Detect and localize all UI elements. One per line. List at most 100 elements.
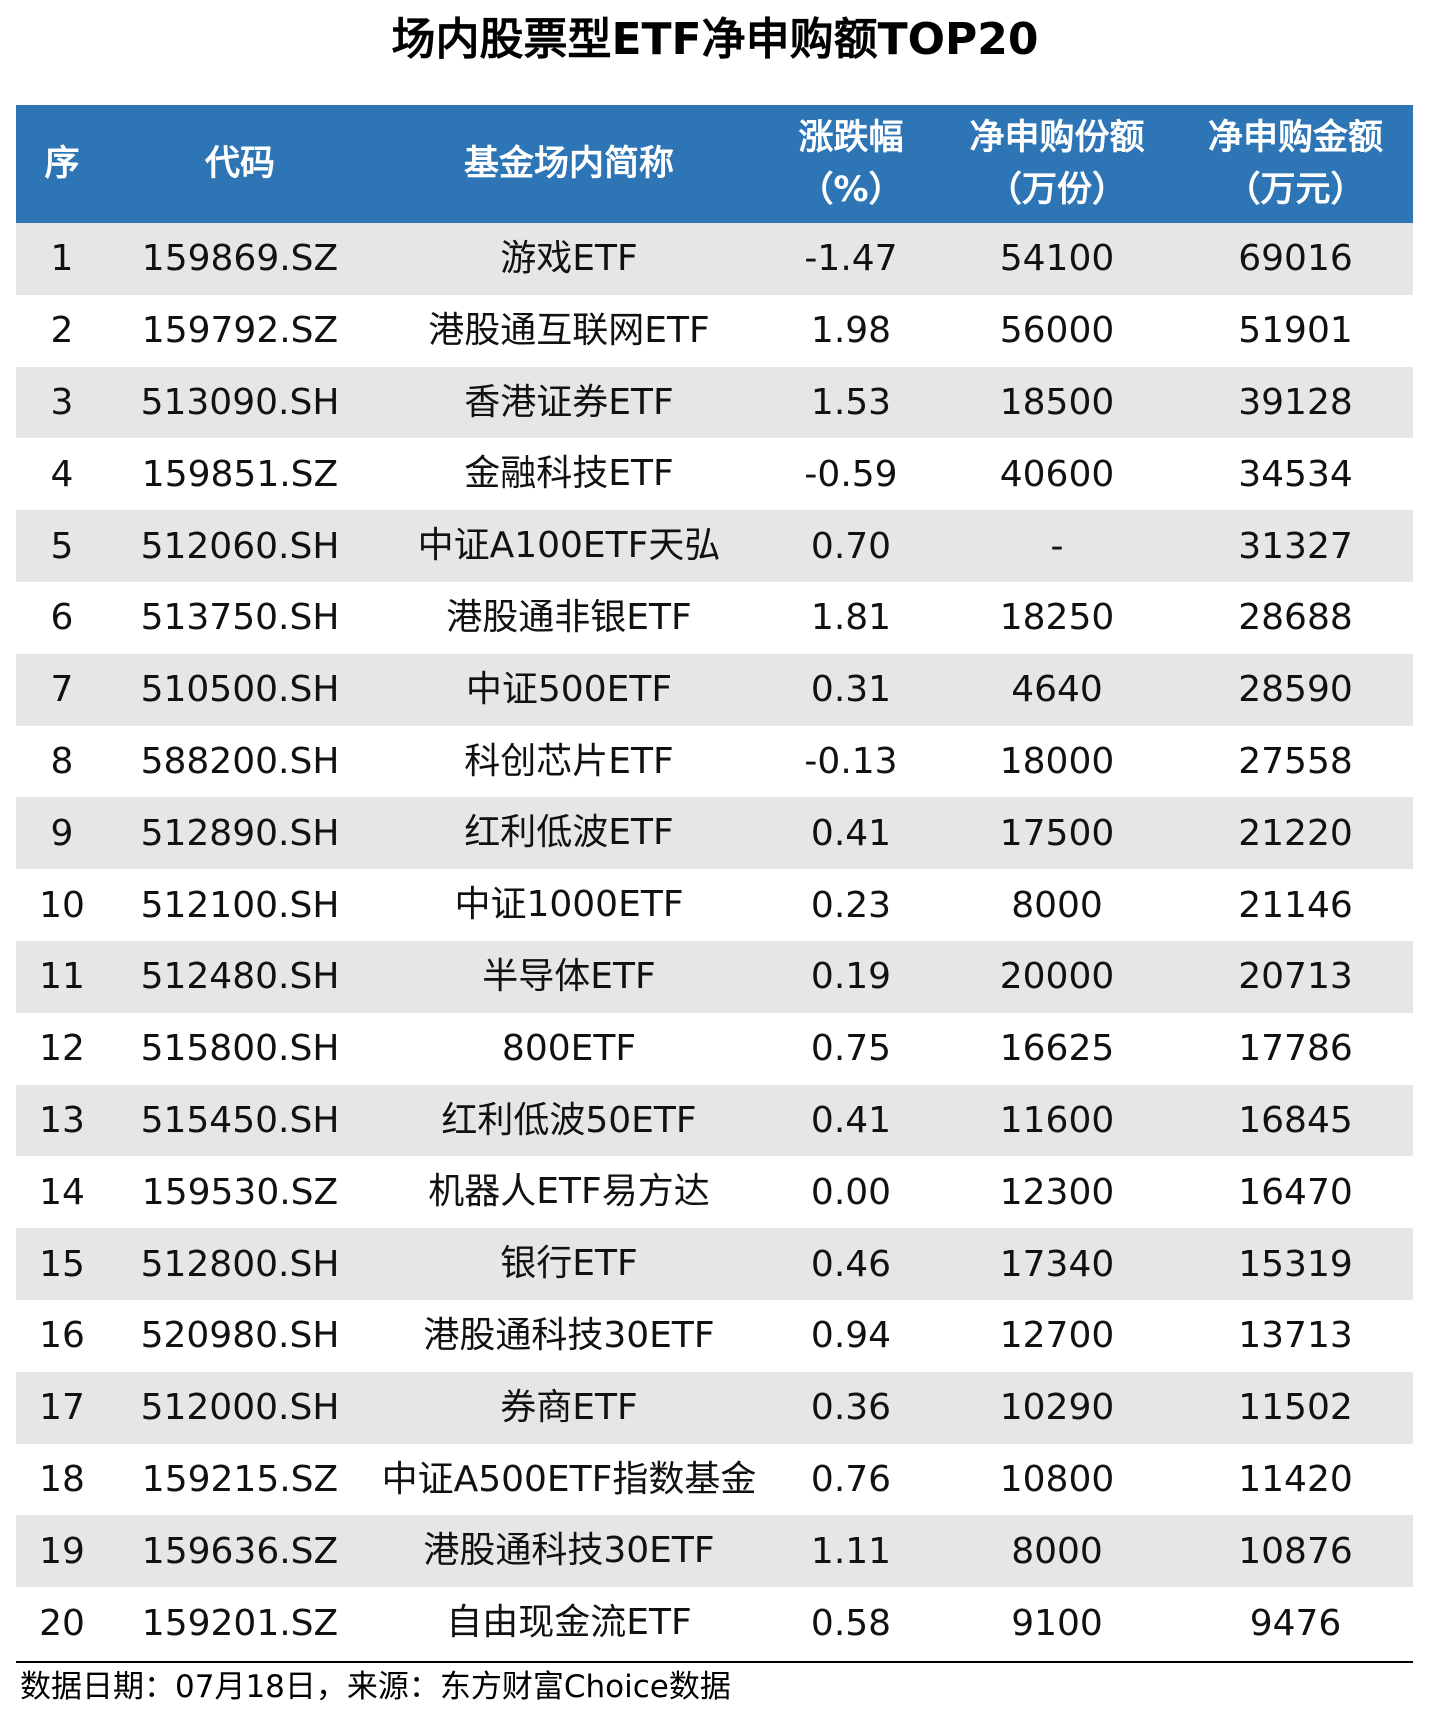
table-cell: 8000 [936, 1515, 1178, 1588]
table-cell: 513090.SH [108, 366, 372, 439]
table-cell: 机器人ETF易方达 [372, 1156, 766, 1228]
table-cell: 0.75 [810, 1028, 892, 1070]
table-cell: 15319 [1178, 1228, 1413, 1300]
fund-name: 科创芯片ETF [464, 740, 674, 782]
table-cell: 12300 [999, 1171, 1115, 1213]
table-cell: 中证500ETF [372, 653, 766, 726]
table-row: 17 512000.SH 券商ETF 0.36 10290 11502 [16, 1371, 1413, 1444]
table-cell: 18500 [936, 366, 1178, 439]
table-cell: 34534 [1238, 453, 1353, 495]
table-row: 13 515450.SH 红利低波50ETF 0.41 11600 16845 [16, 1084, 1413, 1157]
table-cell: 69016 [1178, 223, 1413, 295]
table-cell: 16470 [1238, 1171, 1353, 1213]
table-cell: 512060.SH [108, 510, 372, 582]
table-cell: 8 [50, 740, 74, 782]
table-cell: 中证A500ETF指数基金 [372, 1444, 766, 1516]
table-row: 14 159530.SZ 机器人ETF易方达 0.00 12300 16470 [16, 1156, 1413, 1228]
table-cell: 自由现金流ETF [372, 1587, 766, 1659]
table-cell: 4640 [936, 653, 1178, 726]
fund-name: 机器人ETF易方达 [428, 1171, 710, 1213]
table-cell: 9 [16, 797, 108, 870]
table-cell: 0.70 [766, 510, 936, 582]
table-cell: 20713 [1178, 940, 1413, 1013]
footer: 数据日期：07月18日，来源：东方财富Choice数据 [20, 1669, 731, 1705]
fund-name: 港股通互联网ETF [428, 309, 710, 351]
table-cell: 515800.SH [140, 1028, 340, 1070]
table-row: 15 512800.SH 银行ETF 0.46 17340 15319 [16, 1228, 1413, 1300]
table-cell: 1.11 [766, 1515, 936, 1588]
table-cell: 16 [39, 1315, 85, 1357]
table-cell: 159792.SZ [141, 310, 339, 352]
table-cell: 159215.SZ [141, 1458, 339, 1500]
header-cell: 净申购份额 （万份） [936, 105, 1178, 223]
table-cell: 0.31 [766, 653, 936, 726]
fund-name: 中证1000ETF [454, 884, 684, 926]
table-cell: 159201.SZ [141, 1602, 339, 1644]
table-cell: 17 [16, 1371, 108, 1444]
table-cell: 0.41 [766, 797, 936, 870]
table-cell: 金融科技ETF [372, 438, 766, 510]
table-cell: 520980.SH [140, 1315, 340, 1357]
table-cell: 28590 [1178, 653, 1413, 726]
table-cell: 中证1000ETF [372, 869, 766, 941]
table-cell: 513750.SH [140, 597, 340, 639]
table-row: 8 588200.SH 科创芯片ETF -0.13 18000 27558 [16, 726, 1413, 798]
table-cell: 510500.SH [108, 653, 372, 726]
header-cell: 基金场内简称 [372, 105, 766, 223]
table-row: 4 159851.SZ 金融科技ETF -0.59 40600 34534 [16, 438, 1413, 510]
table-row: 16 520980.SH 港股通科技30ETF 0.94 12700 13713 [16, 1300, 1413, 1372]
table-cell: 12700 [999, 1315, 1115, 1357]
table-cell: 28688 [1238, 597, 1353, 639]
table-cell: 512480.SH [108, 940, 372, 1013]
table-cell: 2 [50, 310, 74, 352]
table-cell: 13713 [1238, 1315, 1353, 1357]
table-cell: 512100.SH [140, 884, 340, 926]
table-cell: 40600 [999, 453, 1115, 495]
table-cell: 1.98 [810, 310, 892, 352]
table-cell: 11420 [1238, 1458, 1353, 1500]
table-cell: 0.23 [810, 884, 892, 926]
fund-name: 红利低波ETF [464, 812, 674, 854]
table-cell: 56000 [999, 310, 1115, 352]
table-cell: 1.81 [810, 597, 892, 639]
table-cell: 券商ETF [372, 1371, 766, 1444]
table-row: 10 512100.SH 中证1000ETF 0.23 8000 21146 [16, 869, 1413, 941]
table-cell: 0.41 [766, 1084, 936, 1157]
table-cell: 港股通非银ETF [372, 582, 766, 654]
header-row: 序代码 基金场内简称 涨跌幅 （%） 净申购份额 （万份） 净申购金额 （万元） [16, 105, 1413, 223]
fund-name: 中证500ETF [465, 668, 673, 710]
table-cell: 800ETF [372, 1013, 766, 1085]
fund-name: 游戏ETF [500, 238, 638, 279]
fund-name: 券商ETF [500, 1386, 638, 1428]
table-cell: 1.53 [766, 366, 936, 439]
fund-name: 港股通科技30ETF [423, 1530, 715, 1572]
table-cell: - [936, 510, 1178, 582]
fund-name: 港股通非银ETF [446, 596, 692, 638]
table-cell: 27558 [1238, 740, 1353, 782]
table-cell: 18 [39, 1458, 85, 1500]
table-cell: 13 [16, 1084, 108, 1157]
table-cell: 31327 [1178, 510, 1413, 582]
table-row: 2 159792.SZ 港股通互联网ETF 1.98 56000 51901 [16, 295, 1413, 367]
footer-rule [16, 1661, 1413, 1663]
table-cell: 银行ETF [372, 1228, 766, 1300]
table-cell: 10800 [999, 1458, 1115, 1500]
fund-name: 香港证券ETF [464, 381, 674, 423]
table-cell: 7 [16, 653, 108, 726]
table-cell: 159530.SZ [141, 1171, 339, 1213]
table-cell: 14 [39, 1171, 85, 1213]
table-cell: 0.58 [810, 1602, 892, 1644]
table-cell: -0.13 [804, 740, 898, 782]
table-row: 1 159869.SZ 游戏ETF -1.47 54100 69016 [16, 223, 1413, 295]
header-cell: 代码 [108, 105, 372, 223]
table-cell: 9100 [1011, 1602, 1103, 1644]
table-cell: 0.76 [810, 1458, 892, 1500]
table-cell: 17786 [1238, 1028, 1353, 1070]
title: 场内股票型ETF净申购额TOP20 [391, 14, 1039, 65]
table-row: 7 510500.SH 中证500ETF 0.31 4640 28590 [16, 653, 1413, 726]
table-cell: 20000 [936, 940, 1178, 1013]
table-cell: 科创芯片ETF [372, 726, 766, 798]
table-cell: 港股通互联网ETF [372, 295, 766, 367]
table-cell: 39128 [1178, 366, 1413, 439]
